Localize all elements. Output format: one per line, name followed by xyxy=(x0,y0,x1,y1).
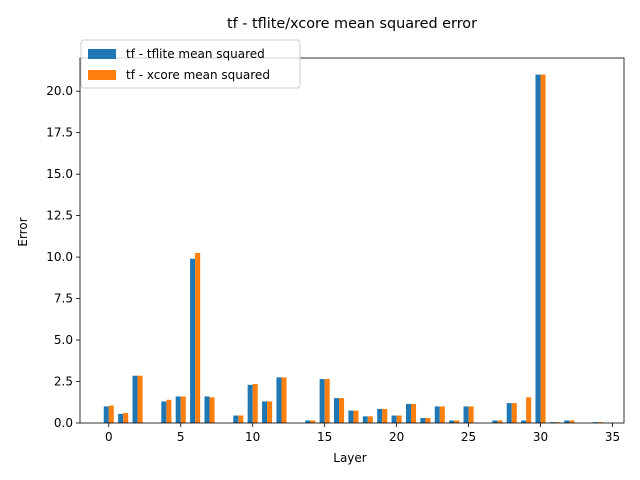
legend-frame xyxy=(80,39,301,89)
bar-series-0-layer-28 xyxy=(506,403,512,423)
bar-series-1-layer-7 xyxy=(209,397,215,423)
y-tick-label: 0.0 xyxy=(54,416,73,430)
bar-series-0-layer-2 xyxy=(132,375,138,423)
bar-series-0-layer-34 xyxy=(593,422,599,423)
bar-series-0-layer-11 xyxy=(262,401,268,423)
bar-series-0-layer-20 xyxy=(391,415,397,423)
x-ticks-group: 0 5 10 15 20 25 30 35 xyxy=(105,423,620,444)
bar-series-0-layer-7 xyxy=(204,396,210,423)
y-tick-label: 2.5 xyxy=(54,375,73,389)
bars-group xyxy=(103,74,604,424)
bar-series-1-layer-28 xyxy=(511,403,517,423)
bar-series-1-layer-12 xyxy=(281,377,287,424)
bar-series-0-layer-17 xyxy=(348,410,354,423)
y-tick-label: 12.5 xyxy=(46,209,73,223)
bar-series-0-layer-25 xyxy=(463,406,469,423)
bar-series-1-layer-16 xyxy=(339,398,345,423)
bar-series-1-layer-25 xyxy=(468,406,474,423)
bar-series-1-layer-0 xyxy=(108,405,114,423)
bar-series-0-layer-14 xyxy=(305,420,311,423)
x-tick-label: 5 xyxy=(177,430,185,444)
bar-series-0-layer-15 xyxy=(319,379,325,423)
bar-series-1-layer-14 xyxy=(310,420,316,423)
y-tick-label: 7.5 xyxy=(54,292,73,306)
y-tick-label: 15.0 xyxy=(46,167,73,181)
x-tick-label: 10 xyxy=(245,430,260,444)
bar-series-0-layer-10 xyxy=(247,384,253,423)
bar-series-1-layer-1 xyxy=(123,413,129,423)
bar-series-0-layer-19 xyxy=(377,408,383,423)
chart-title: tf - tflite/xcore mean squared error xyxy=(227,16,477,32)
x-tick-label: 15 xyxy=(317,430,332,444)
bar-series-0-layer-23 xyxy=(434,406,440,423)
bar-series-1-layer-22 xyxy=(425,418,431,423)
bar-series-1-layer-20 xyxy=(396,415,402,423)
bar-series-1-layer-5 xyxy=(180,396,186,423)
plot-frame xyxy=(79,57,625,424)
x-tick-label: 35 xyxy=(605,430,620,444)
bar-series-0-layer-32 xyxy=(564,420,570,423)
bar-series-0-layer-27 xyxy=(492,420,498,423)
bar-series-1-layer-29 xyxy=(526,397,532,423)
legend-label-xcore: tf - xcore mean squared xyxy=(126,68,270,82)
y-tick-label: 20.0 xyxy=(46,84,73,98)
y-axis-label: Error xyxy=(16,217,30,246)
bar-series-0-layer-0 xyxy=(103,406,109,423)
x-axis-label: Layer xyxy=(333,451,367,465)
legend-label-tflite: tf - tflite mean squared xyxy=(126,47,265,61)
bar-series-1-layer-2 xyxy=(137,375,143,423)
bar-series-1-layer-19 xyxy=(382,408,388,423)
y-tick-label: 5.0 xyxy=(54,333,73,347)
bar-series-1-layer-24 xyxy=(454,420,460,423)
bar-series-1-layer-18 xyxy=(367,416,373,423)
bar-series-0-layer-5 xyxy=(175,396,181,423)
bar-series-0-layer-16 xyxy=(334,398,340,423)
bar-series-1-layer-27 xyxy=(497,420,503,423)
bar-series-1-layer-10 xyxy=(252,384,258,423)
bar-series-0-layer-18 xyxy=(362,416,368,423)
bar-series-1-layer-23 xyxy=(439,406,445,423)
x-tick-label: 20 xyxy=(389,430,404,444)
bar-series-0-layer-6 xyxy=(190,258,196,423)
bar-series-0-layer-22 xyxy=(420,418,426,423)
bar-series-0-layer-24 xyxy=(449,420,455,423)
y-tick-label: 10.0 xyxy=(46,250,73,264)
bar-series-1-layer-6 xyxy=(195,252,201,423)
bar-series-0-layer-31 xyxy=(549,422,555,423)
bar-series-1-layer-21 xyxy=(411,403,417,423)
x-tick-label: 30 xyxy=(533,430,548,444)
x-tick-label: 0 xyxy=(105,430,113,444)
bar-series-0-layer-29 xyxy=(521,420,527,423)
bar-series-0-layer-30 xyxy=(535,74,541,423)
y-tick-label: 17.5 xyxy=(46,126,73,140)
legend-swatch-tflite xyxy=(88,49,116,59)
bar-series-0-layer-21 xyxy=(405,403,412,423)
bar-series-1-layer-4 xyxy=(166,399,172,423)
bar-series-1-layer-31 xyxy=(554,422,560,423)
bar-series-1-layer-11 xyxy=(267,401,273,423)
bar-series-1-layer-34 xyxy=(598,422,604,423)
bar-series-0-layer-1 xyxy=(118,413,124,424)
x-tick-label: 25 xyxy=(461,430,476,444)
bar-series-1-layer-15 xyxy=(324,379,330,423)
legend-swatch-xcore xyxy=(88,70,116,80)
legend: tf - tflite mean squared tf - xcore mean… xyxy=(80,39,301,89)
bar-series-0-layer-9 xyxy=(233,415,239,423)
bar-series-0-layer-4 xyxy=(161,401,167,423)
bar-series-1-layer-32 xyxy=(569,420,575,423)
bar-series-1-layer-17 xyxy=(353,410,359,423)
bar-series-1-layer-9 xyxy=(238,415,244,423)
bar-series-1-layer-30 xyxy=(540,74,546,423)
y-ticks-group: 0.0 2.5 5.0 7.5 10.0 12.5 15.0 17.5 20.0 xyxy=(46,84,80,430)
bar-series-0-layer-12 xyxy=(276,377,282,424)
